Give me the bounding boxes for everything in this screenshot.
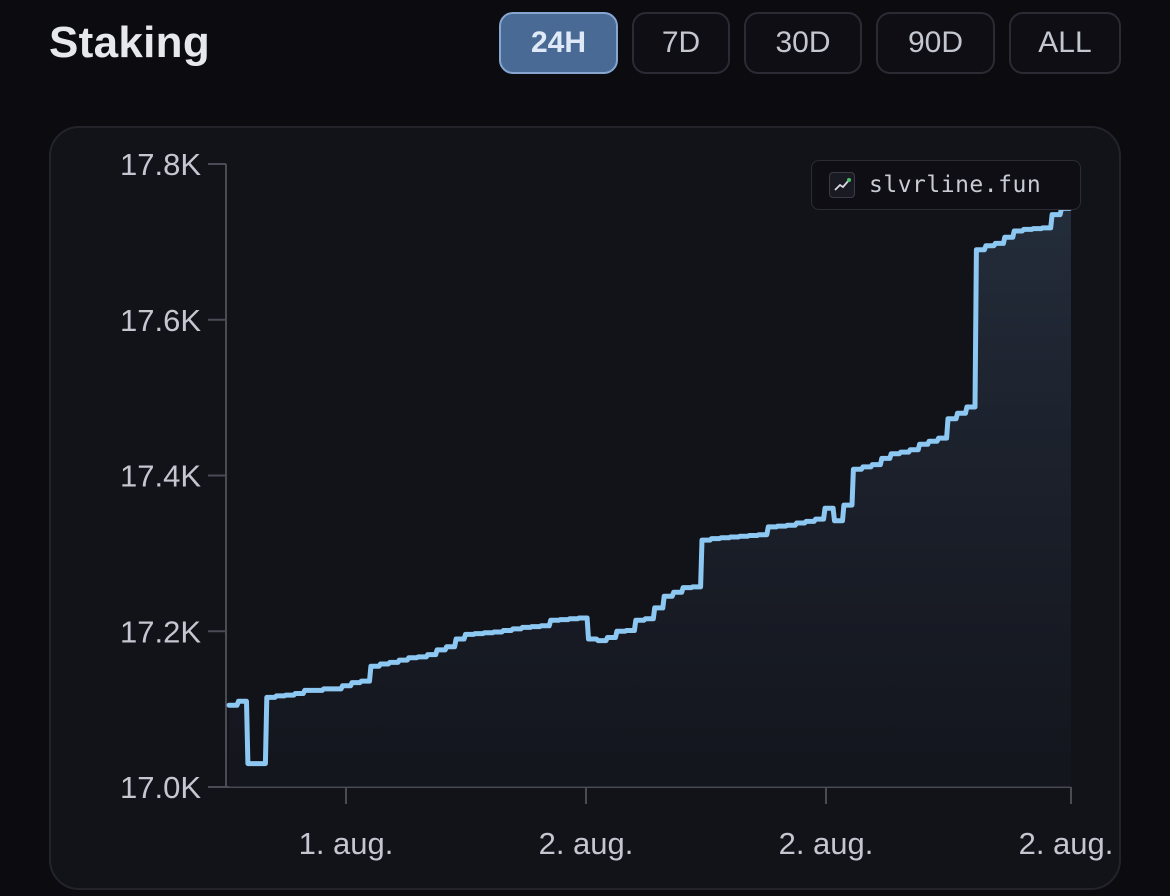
y-tick-label: 17.8K [120, 147, 201, 182]
trend-chart-icon [829, 172, 855, 198]
header: Staking 24H 7D 30D 90D ALL [0, 0, 1170, 100]
page-title: Staking [49, 18, 211, 67]
watermark-badge[interactable]: slvrline.fun [811, 160, 1081, 210]
range-7d-button[interactable]: 7D [632, 12, 730, 74]
x-tick-label: 1. aug. [299, 826, 394, 861]
range-all-button[interactable]: ALL [1009, 12, 1121, 74]
series-line [226, 200, 1074, 767]
y-tick-label: 17.2K [120, 614, 201, 649]
area-fill [229, 202, 1071, 787]
x-tick-label: 2. aug. [539, 826, 634, 861]
y-tick-label: 17.6K [120, 303, 201, 338]
range-selector: 24H 7D 30D 90D ALL [0, 12, 1170, 76]
range-90d-button[interactable]: 90D [876, 12, 995, 74]
y-tick-label: 17.4K [120, 459, 201, 494]
range-24h-button[interactable]: 24H [499, 12, 618, 74]
watermark-text: slvrline.fun [869, 172, 1042, 198]
x-tick-label: 2. aug. [779, 826, 874, 861]
x-tick-label: 2. aug. [1019, 826, 1114, 861]
y-tick-label: 17.0K [120, 770, 201, 805]
range-30d-button[interactable]: 30D [744, 12, 862, 74]
